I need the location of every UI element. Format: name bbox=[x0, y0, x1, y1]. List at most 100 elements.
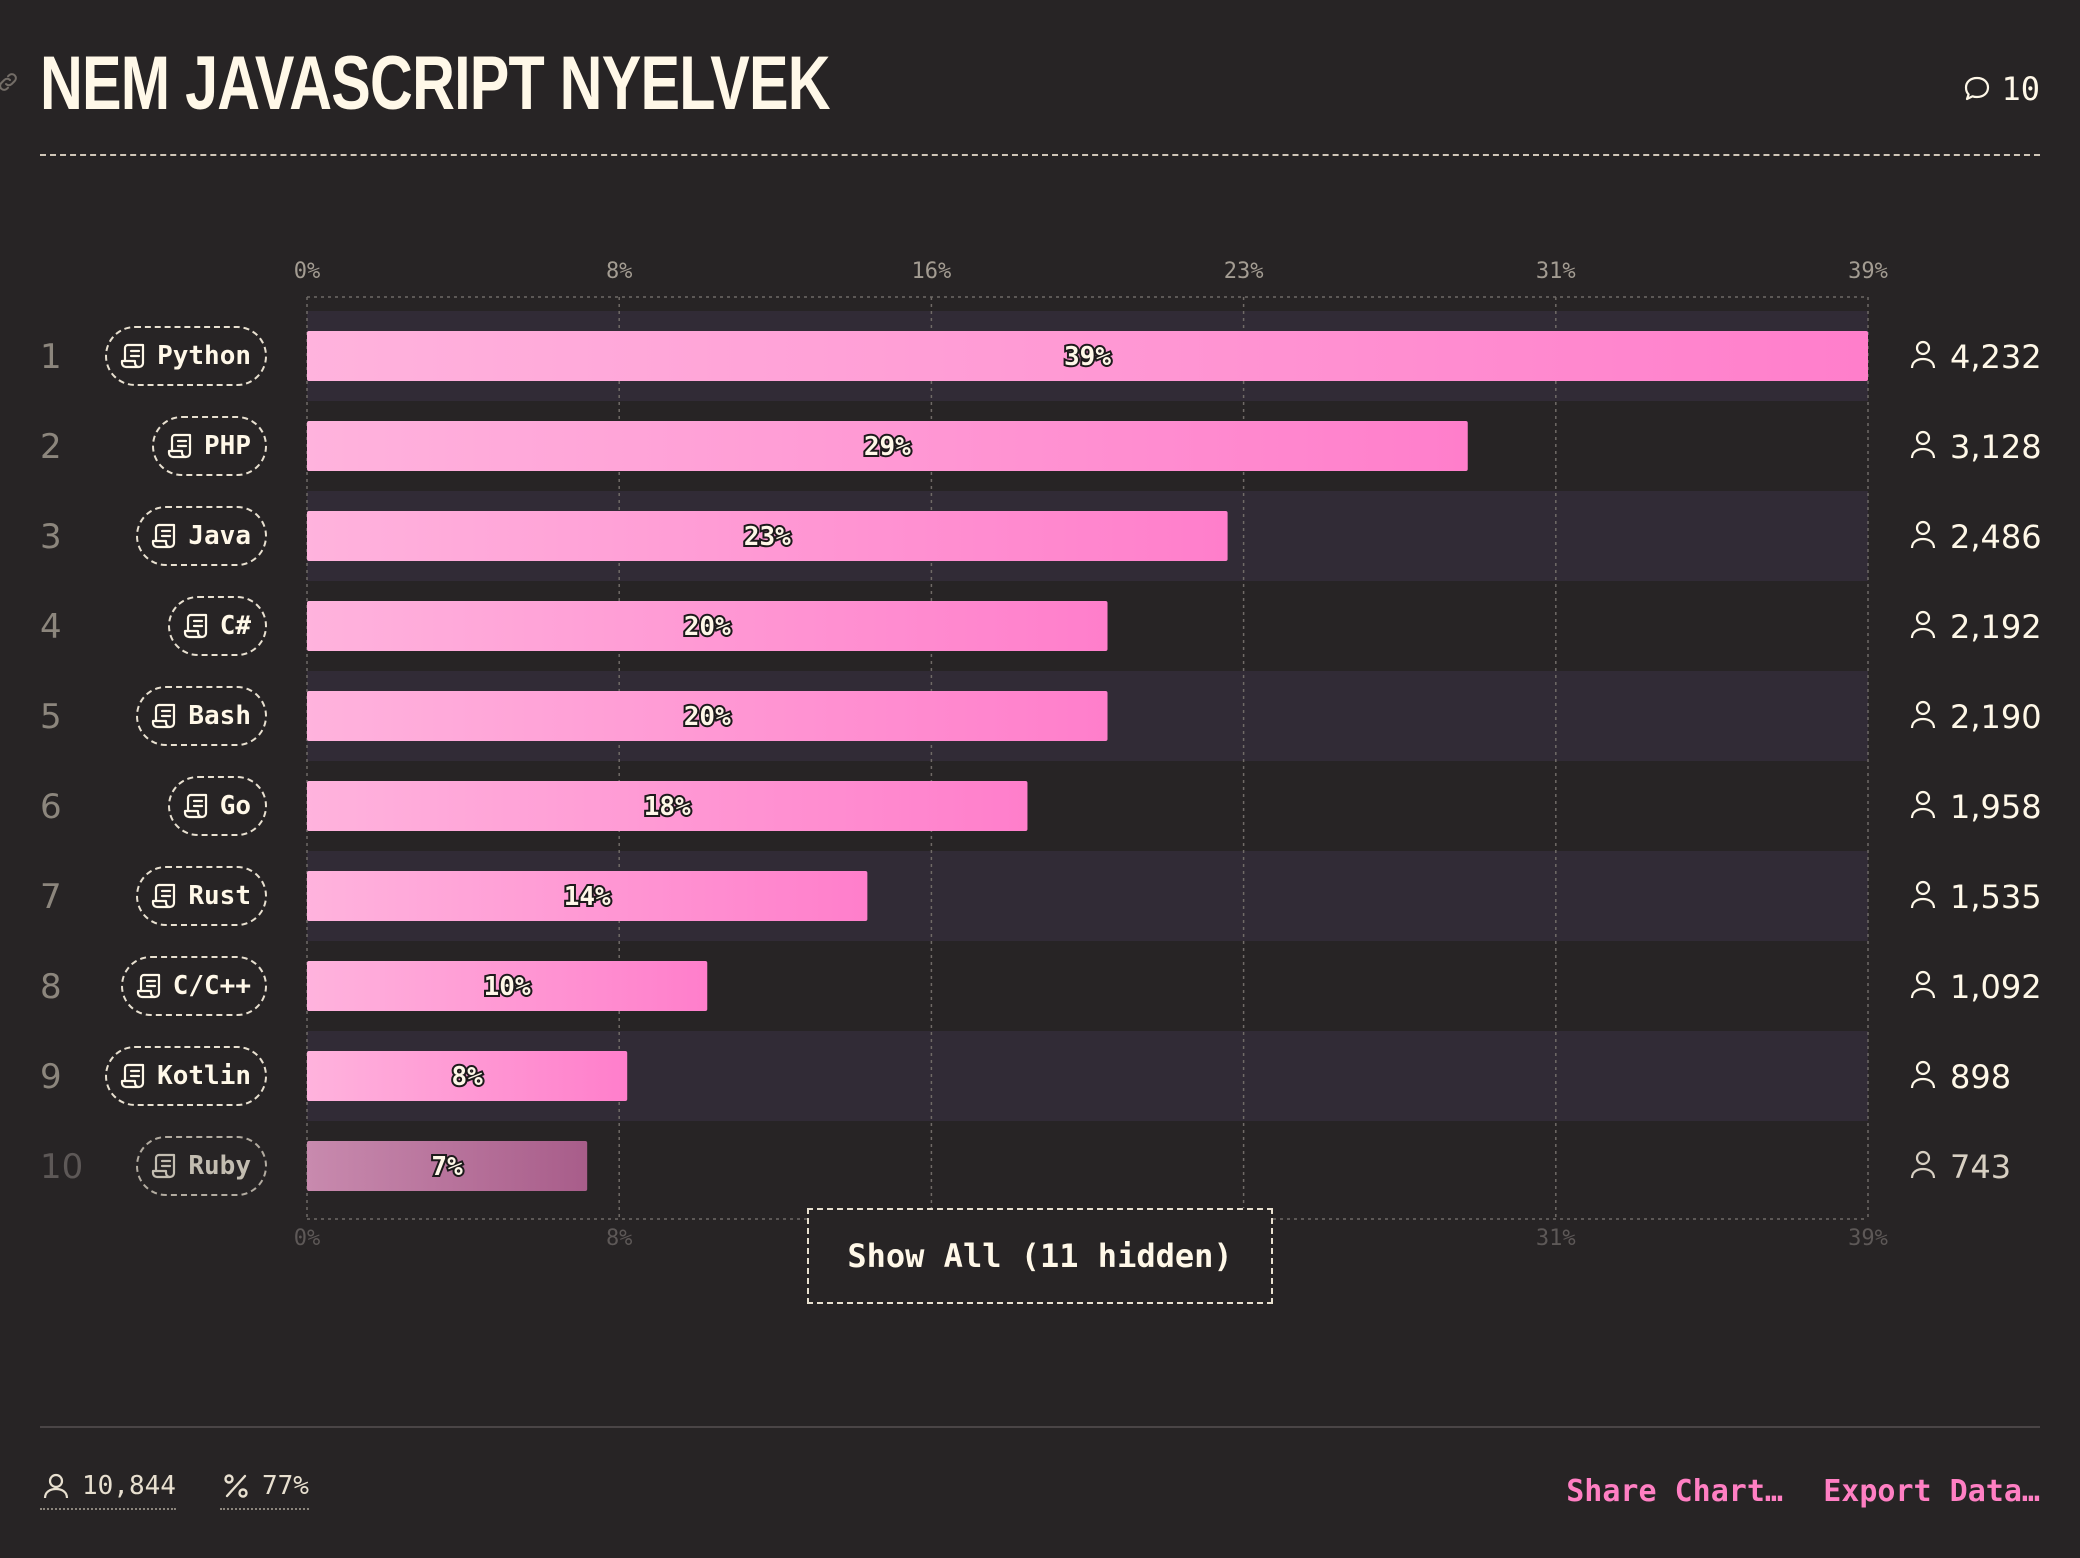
bar bbox=[307, 961, 708, 1011]
script-icon bbox=[136, 973, 160, 999]
bar bbox=[307, 1051, 628, 1101]
category-pill[interactable]: C/C++ bbox=[120, 956, 267, 1016]
x-tick-label-top: 8% bbox=[606, 259, 633, 284]
x-tick-label-top: 16% bbox=[912, 259, 952, 284]
chart-header: NEM JAVASCRIPT NYELVEK 10 bbox=[0, 40, 2040, 158]
user-icon bbox=[1910, 430, 1936, 459]
category-label: Ruby bbox=[188, 1151, 251, 1181]
x-tick-label-top: 23% bbox=[1224, 259, 1264, 284]
bar-value-label: 7% bbox=[431, 1152, 463, 1182]
bar bbox=[307, 511, 1228, 561]
x-tick-label-bottom: 39% bbox=[1848, 1226, 1888, 1251]
bar bbox=[307, 331, 1868, 381]
bar bbox=[307, 871, 868, 921]
x-tick-label-bottom: 8% bbox=[606, 1226, 633, 1251]
category-pill[interactable]: Go bbox=[167, 776, 267, 836]
category-label: Python bbox=[157, 341, 251, 371]
category-pill[interactable]: Bash bbox=[136, 686, 267, 746]
header-divider bbox=[40, 154, 2040, 156]
respondent-count: 2,190 bbox=[1950, 698, 2042, 736]
bar-value-label: 8% bbox=[451, 1062, 483, 1092]
comment-icon bbox=[1965, 76, 1990, 101]
show-all-button[interactable]: Show All (11 hidden) bbox=[807, 1208, 1273, 1304]
bar-value-label: 14% bbox=[564, 882, 611, 912]
respondents-stat[interactable]: 10,844 bbox=[40, 1470, 176, 1510]
user-icon bbox=[43, 1473, 69, 1499]
rank-label: 1 bbox=[40, 337, 62, 377]
category-pill[interactable]: PHP bbox=[152, 416, 267, 476]
script-icon bbox=[152, 523, 176, 549]
rank-label: 5 bbox=[40, 697, 62, 737]
bar-value-label: 10% bbox=[484, 972, 531, 1002]
script-icon bbox=[152, 883, 176, 909]
script-icon bbox=[183, 613, 207, 639]
category-label: Bash bbox=[188, 701, 251, 731]
comments-button[interactable]: 10 bbox=[1961, 70, 2040, 108]
user-icon bbox=[1910, 520, 1936, 549]
script-icon bbox=[152, 703, 176, 729]
rank-label: 3 bbox=[40, 517, 62, 557]
user-icon bbox=[1910, 970, 1936, 999]
category-pill[interactable]: Rust bbox=[136, 866, 267, 926]
rank-label: 4 bbox=[40, 607, 62, 647]
category-label: PHP bbox=[204, 431, 251, 461]
respondent-count: 1,092 bbox=[1950, 968, 2042, 1006]
user-icon bbox=[1910, 1150, 1936, 1179]
bar bbox=[307, 601, 1108, 651]
category-pill[interactable]: Kotlin bbox=[105, 1046, 267, 1106]
user-icon bbox=[1910, 340, 1936, 369]
rank-label: 10 bbox=[40, 1147, 83, 1187]
percentage-value: 77% bbox=[262, 1471, 309, 1501]
x-tick-label-bottom: 31% bbox=[1536, 1226, 1576, 1251]
category-label: C# bbox=[219, 611, 251, 641]
respondent-count: 3,128 bbox=[1950, 428, 2042, 466]
category-pill[interactable]: Python bbox=[105, 326, 267, 386]
export-data-link[interactable]: Export Data… bbox=[1823, 1474, 2040, 1509]
respondent-count: 4,232 bbox=[1950, 338, 2042, 376]
percent-icon bbox=[224, 1474, 248, 1498]
rank-label: 7 bbox=[40, 877, 62, 917]
chart-title: NEM JAVASCRIPT NYELVEK bbox=[40, 41, 831, 126]
respondent-count: 743 bbox=[1950, 1148, 2011, 1186]
script-icon bbox=[120, 1063, 145, 1089]
x-tick-label-top: 0% bbox=[294, 259, 321, 284]
category-label: Kotlin bbox=[157, 1061, 251, 1091]
respondent-count: 1,958 bbox=[1950, 788, 2042, 826]
user-icon bbox=[1910, 700, 1936, 729]
respondents-count: 10,844 bbox=[82, 1471, 176, 1501]
respondent-count: 1,535 bbox=[1950, 878, 2042, 916]
respondent-count: 2,192 bbox=[1950, 608, 2042, 646]
category-label: Java bbox=[188, 521, 251, 551]
respondent-count: 2,486 bbox=[1950, 518, 2042, 556]
user-icon bbox=[1910, 880, 1936, 909]
category-pill[interactable]: Ruby bbox=[136, 1136, 267, 1196]
x-tick-label-top: 39% bbox=[1848, 259, 1888, 284]
script-icon bbox=[183, 793, 207, 819]
bar-value-label: 29% bbox=[864, 432, 911, 462]
bar-chart: 0%0%8%8%16%16%23%23%31%31%39%39%139%4,23… bbox=[40, 259, 2042, 1251]
bar-value-label: 20% bbox=[684, 702, 731, 732]
x-tick-label-bottom: 0% bbox=[294, 1226, 321, 1251]
category-pill[interactable]: C# bbox=[167, 596, 267, 656]
bar bbox=[307, 691, 1108, 741]
category-label: Go bbox=[219, 791, 251, 821]
bar bbox=[307, 1141, 588, 1191]
chart-footer: 10,844 77% Share Chart… Export Data… bbox=[40, 1470, 2040, 1520]
rank-label: 8 bbox=[40, 967, 62, 1007]
respondent-count: 898 bbox=[1950, 1058, 2011, 1096]
script-icon bbox=[167, 433, 192, 459]
bar-value-label: 18% bbox=[644, 792, 691, 822]
category-label: C/C++ bbox=[172, 971, 251, 1001]
percentage-stat[interactable]: 77% bbox=[220, 1470, 309, 1510]
category-label: Rust bbox=[188, 881, 251, 911]
share-chart-link[interactable]: Share Chart… bbox=[1566, 1474, 1783, 1509]
user-icon bbox=[1910, 610, 1936, 639]
link-icon[interactable] bbox=[0, 70, 20, 94]
bar bbox=[307, 781, 1028, 831]
footer-divider bbox=[40, 1426, 2040, 1428]
category-pill[interactable]: Java bbox=[136, 506, 267, 566]
bar-value-label: 20% bbox=[684, 612, 731, 642]
bar-value-label: 39% bbox=[1064, 342, 1111, 372]
rank-label: 2 bbox=[40, 427, 62, 467]
x-tick-label-top: 31% bbox=[1536, 259, 1576, 284]
